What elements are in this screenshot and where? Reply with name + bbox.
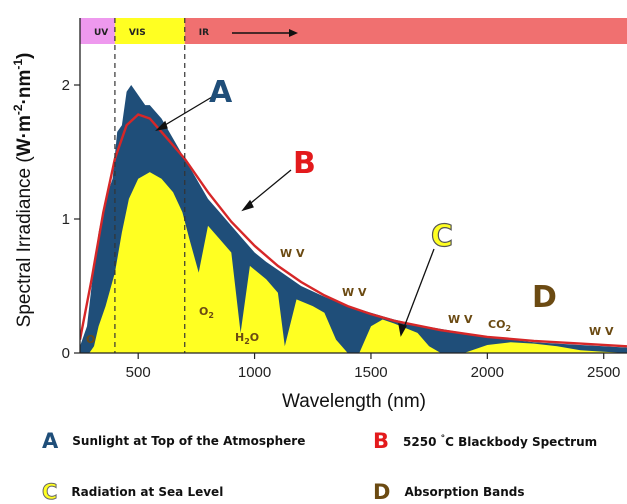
- band-label-vis: VIS: [129, 28, 146, 38]
- arrow-a: [159, 96, 213, 129]
- band-uv: [80, 18, 115, 44]
- legend-letter-d: D: [373, 480, 391, 504]
- co2-label-main: CO: [488, 318, 505, 331]
- area-layer: [80, 85, 627, 353]
- label-a: A: [209, 75, 233, 110]
- legend-text-c: Radiation at Sea Level: [71, 485, 224, 499]
- x-axis-title: Wavelength (nm): [282, 391, 426, 412]
- arrow-b: [245, 169, 292, 208]
- spectrum-chart: UV VIS IR 500 1000 1500 2000 2500 0 1 2 Wavelengt…: [11, 18, 627, 412]
- y-axis-title-main: Spectral Irradiance (: [14, 156, 35, 328]
- o2-label-sub: 2: [208, 311, 214, 320]
- band-label-uv: UV: [94, 28, 108, 38]
- legend-text-b-prefix: 5250: [403, 434, 441, 449]
- label-d: D: [532, 280, 557, 315]
- arrow-c: [402, 248, 435, 331]
- o2-label: O2: [199, 305, 214, 320]
- legend-text-a: Sunlight at Top of the Atmosphere: [72, 434, 306, 448]
- legend-item-b: B 5250 °C Blackbody Spectrum: [373, 429, 597, 453]
- x-tick-label-2000: 2000: [471, 364, 504, 381]
- o2-label-main: O: [199, 305, 208, 318]
- callout-arrows: [155, 96, 435, 337]
- spectral-bands: UV VIS IR: [80, 18, 627, 44]
- label-c: C: [431, 219, 453, 254]
- x-tick-label-2500: 2500: [587, 364, 620, 381]
- legend-text-b-deg: °: [440, 433, 446, 444]
- co2-label-sub: 2: [505, 324, 511, 333]
- co2-label: CO2: [488, 318, 511, 333]
- o3-label: O: [86, 333, 95, 346]
- ir-arrow-head: [289, 29, 298, 37]
- y-tick-label-0: 0: [62, 345, 70, 362]
- y-axis-title-exp1: -2: [11, 104, 25, 115]
- wv-label-2: W V: [342, 286, 367, 299]
- y-axis-title: Spectral Irradiance (W·m-2·nm-1): [11, 53, 35, 328]
- series-blackbody: [80, 113, 627, 348]
- wv-label-3: W V: [448, 313, 473, 326]
- y-tick-label-1: 1: [62, 211, 70, 228]
- band-vis: [114, 18, 185, 44]
- arrow-a-head: [155, 120, 168, 132]
- band-label-ir: IR: [199, 28, 209, 38]
- legend-item-d: D Absorption Bands: [373, 480, 525, 504]
- legend-text-b-suffix: C Blackbody Spectrum: [445, 434, 598, 449]
- legend-letter-c: C: [41, 480, 58, 504]
- arrow-b-head: [241, 199, 254, 212]
- y-axis-title-close: ): [14, 53, 35, 59]
- x-tick-label-500: 500: [126, 364, 151, 381]
- label-b: B: [293, 146, 316, 181]
- y-axis-title-exp2: -1: [11, 59, 25, 70]
- h2o-label-sub: 2: [244, 337, 250, 346]
- legend-text-b: 5250 °C Blackbody Spectrum: [403, 434, 597, 449]
- x-tick-label-1500: 1500: [354, 364, 387, 381]
- legend-text-d: Absorption Bands: [404, 485, 525, 499]
- y-axis-title-unit: W·m: [14, 115, 35, 156]
- band-ir: [184, 18, 627, 44]
- wv-label-4: W V: [589, 325, 614, 338]
- h2o-label-o: O: [250, 331, 259, 344]
- y-tick-label-2: 2: [62, 77, 70, 94]
- x-tick-label-1000: 1000: [238, 364, 271, 381]
- legend-item-c: C Radiation at Sea Level: [41, 480, 224, 504]
- wv-label-1: W V: [280, 247, 305, 260]
- ticks: 500 1000 1500 2000 2500 0 1 2: [62, 77, 621, 381]
- legend-letter-b: B: [373, 429, 390, 453]
- series-sea-level: [89, 172, 627, 353]
- h2o-label: H2O: [235, 331, 259, 346]
- legend-item-a: A Sunlight at Top of the Atmosphere: [42, 429, 306, 453]
- legend-letter-a: A: [42, 429, 59, 453]
- y-axis-title-mid: ·nm: [14, 70, 35, 105]
- h2o-label-h: H: [235, 331, 244, 344]
- arrow-c-head: [398, 323, 407, 337]
